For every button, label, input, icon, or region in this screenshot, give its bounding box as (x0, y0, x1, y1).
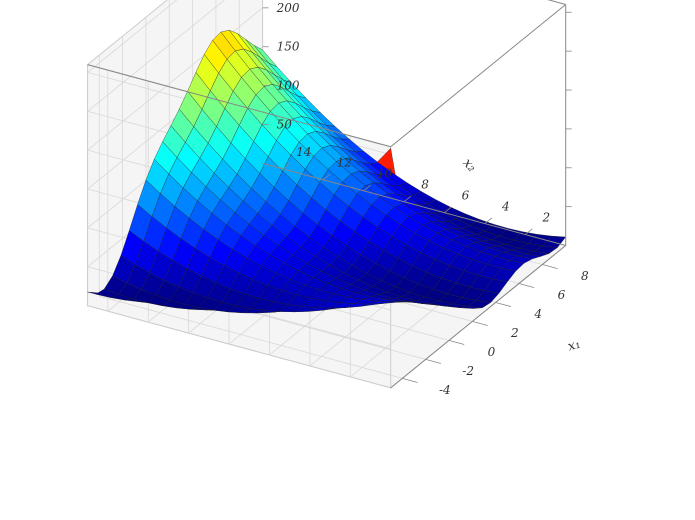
x-tick-label: -2 (462, 364, 474, 378)
z-tick-label: 200 (276, 1, 300, 15)
x-tick-label: 4 (533, 307, 542, 321)
x-tick-label: 8 (581, 269, 589, 283)
y-tick-label: 12 (337, 156, 352, 170)
y-tick-label: 4 (501, 200, 510, 214)
x-axis-label: x₁ (566, 337, 583, 355)
z-tick-label: 50 (277, 117, 293, 131)
x-tick-label: 6 (558, 288, 566, 302)
y-tick-label: 10 (377, 167, 393, 181)
z-tick-label: 100 (277, 79, 300, 93)
y-tick-label: 8 (421, 178, 429, 192)
y-axis-label: x₂ (459, 156, 479, 175)
z-tick-label: 150 (277, 40, 300, 54)
y-tick-label: 6 (462, 189, 470, 203)
x-tick-label: 2 (510, 326, 519, 340)
y-tick-label: 2 (541, 210, 550, 224)
surface-3d-chart: -4-202468246810121450100150200250300x₁x₂ (0, 0, 695, 520)
x-tick-label: -4 (439, 383, 451, 397)
y-tick-label: 14 (296, 145, 311, 159)
x-tick-label: 0 (488, 345, 496, 359)
